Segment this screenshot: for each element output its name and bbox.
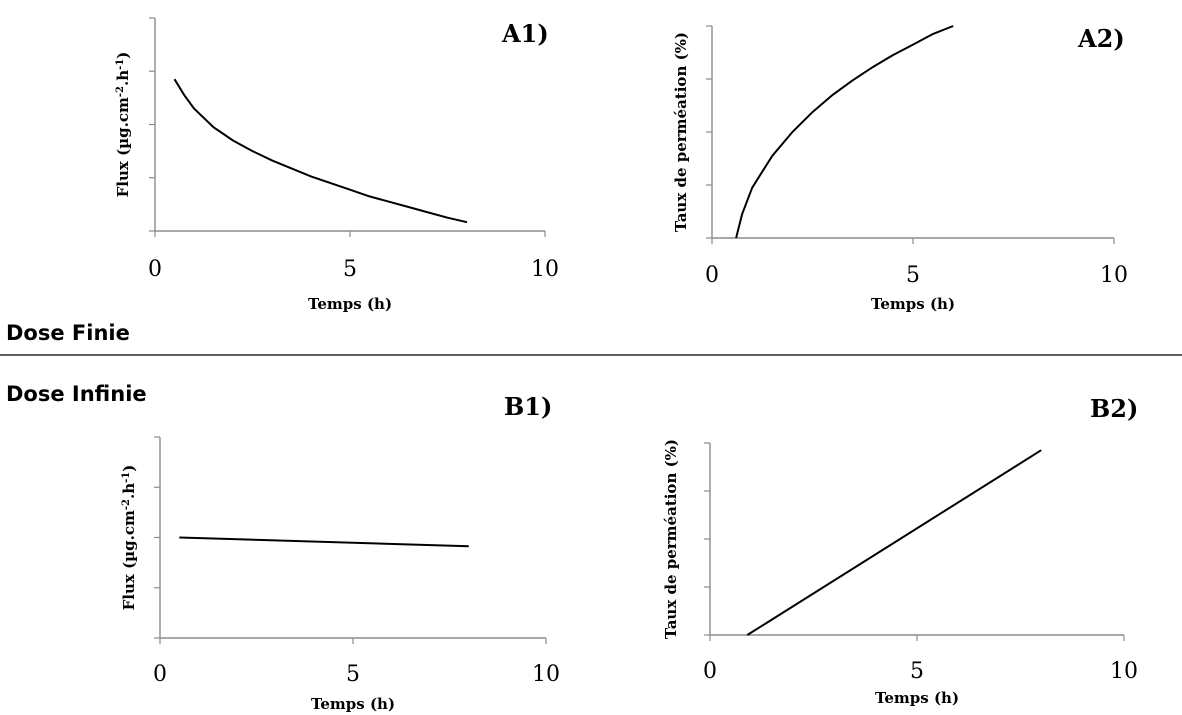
- x-tick-label: 5: [910, 659, 924, 684]
- chart-panel-3: 0 5 10 Temps (h) Taux de perméation (%) B2): [662, 394, 1138, 707]
- infinite-dose-label: Dose Infinie: [6, 382, 147, 406]
- x-axis-title: Temps (h): [871, 295, 955, 313]
- x-tick-label: 0: [705, 263, 719, 288]
- finite-dose-label: Dose Finie: [6, 321, 130, 345]
- x-axis-title: Temps (h): [875, 689, 959, 707]
- x-tick-label: 5: [906, 263, 920, 288]
- chart-panel-2: 0 5 10 Temps (h) Flux (µg.cm-2.h-1) B1): [120, 392, 560, 713]
- x-tick-label: 10: [1110, 659, 1138, 684]
- x-tick-label: 0: [153, 662, 167, 687]
- series-line: [179, 536, 469, 548]
- x-tick-label: 5: [343, 257, 357, 282]
- panel-label: A2): [1077, 24, 1125, 53]
- x-tick-label: 0: [148, 257, 162, 282]
- x-tick-label: 10: [1100, 263, 1128, 288]
- x-tick-label: 5: [346, 662, 360, 687]
- chart-panel-1: 0 5 10 Temps (h) Taux de perméation (%) A2): [672, 24, 1128, 313]
- series-line: [173, 78, 468, 224]
- x-tick-label: 10: [531, 257, 559, 282]
- x-axis-title: Temps (h): [308, 295, 392, 313]
- x-tick-label: 0: [703, 659, 717, 684]
- y-axis-title: Taux de perméation (%): [662, 439, 680, 639]
- series-line: [735, 25, 954, 239]
- charts-group: 0 5 10 Temps (h) Flux (µg.cm-2.h-1) A1) 0 5 10 Te…: [114, 17, 1138, 713]
- chart-panel-0: 0 5 10 Temps (h) Flux (µg.cm-2.h-1) A1): [114, 17, 559, 313]
- x-axis-title: Temps (h): [311, 695, 395, 713]
- panel-label: A1): [501, 19, 549, 48]
- panel-label: B2): [1090, 394, 1138, 423]
- y-axis-title: Flux (µg.cm-2.h-1): [114, 52, 132, 198]
- x-tick-label: 10: [532, 662, 560, 687]
- panel-label: B1): [504, 392, 552, 421]
- y-axis-title: Flux (µg.cm-2.h-1): [120, 465, 138, 611]
- series-line: [746, 449, 1042, 636]
- y-axis-title: Taux de perméation (%): [672, 32, 690, 232]
